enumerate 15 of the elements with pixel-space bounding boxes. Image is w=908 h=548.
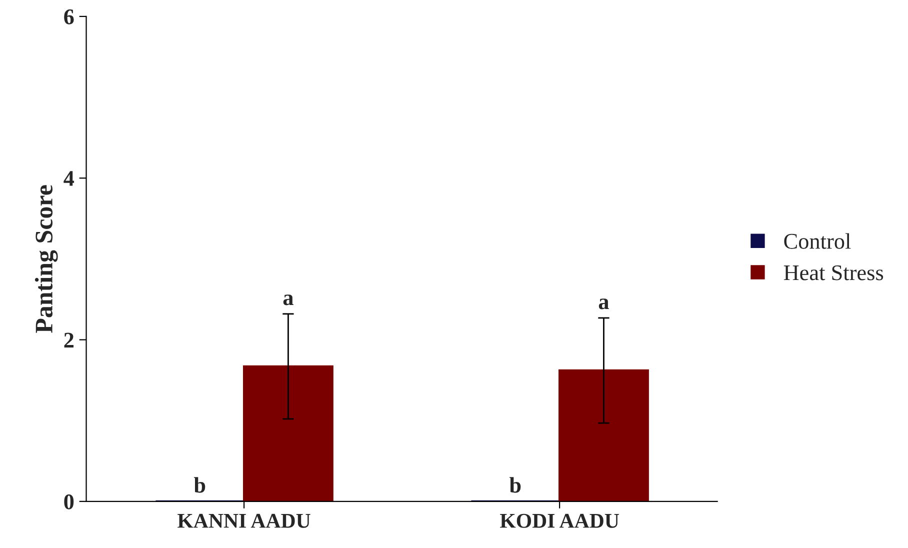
y-tick-label: 2 bbox=[64, 332, 74, 348]
y-tick-label: 6 bbox=[64, 9, 74, 24]
bar bbox=[558, 369, 649, 502]
bar bbox=[242, 365, 334, 502]
y-axis-title: Panting Score bbox=[34, 185, 58, 333]
y-tick-label: 4 bbox=[64, 171, 74, 186]
data-label: b bbox=[194, 477, 206, 493]
data-label: a bbox=[598, 298, 609, 310]
legend-label: Heat Stress bbox=[784, 265, 884, 280]
x-tick-label: KANNI AADU bbox=[178, 514, 310, 528]
x-tick-label: KODI AADU bbox=[500, 514, 619, 528]
y-tick-label: 0 bbox=[64, 494, 74, 510]
legend-label: Control bbox=[784, 233, 851, 249]
data-label: b bbox=[509, 477, 521, 493]
data-label: a bbox=[283, 294, 294, 306]
